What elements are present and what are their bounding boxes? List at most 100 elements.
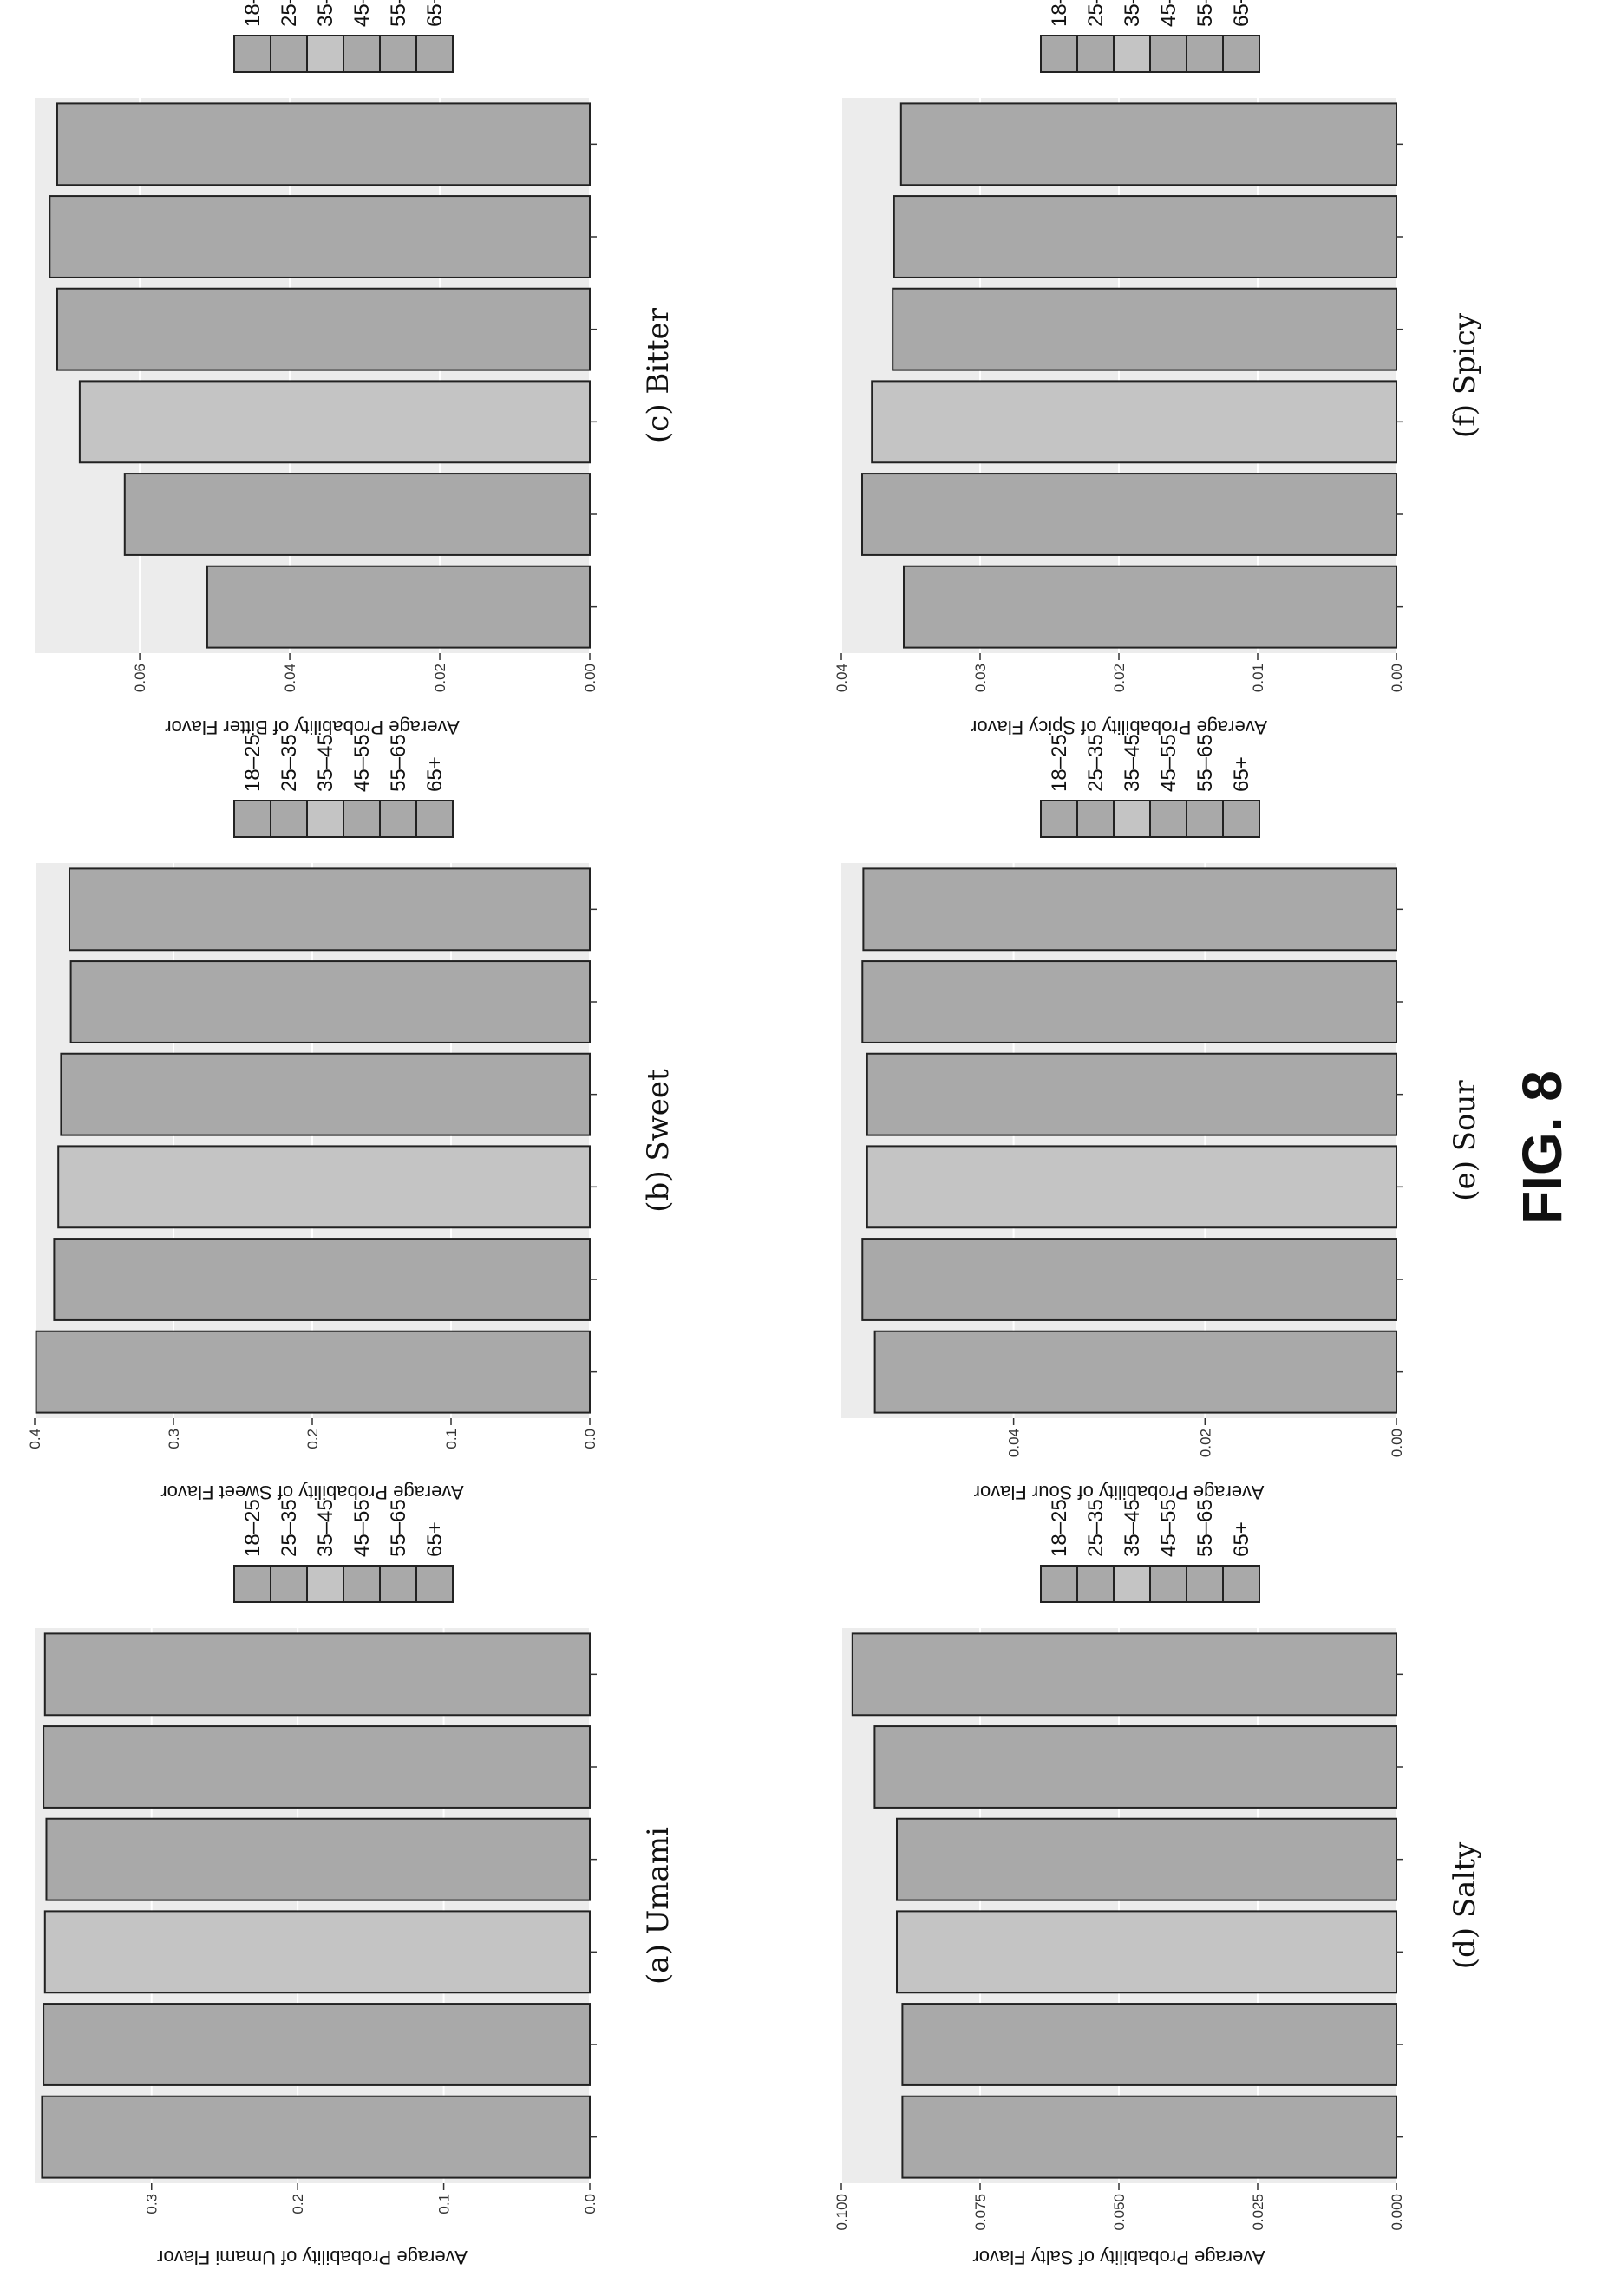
- legend-label: 45–55: [350, 1499, 374, 1557]
- legend-swatch: [415, 1565, 454, 1603]
- y-tick-label: 0.00: [1389, 664, 1405, 692]
- legend-swatch: [1076, 1565, 1115, 1603]
- panel-caption: (a) Umami: [641, 1827, 676, 1985]
- legend-label: 25–35: [1084, 734, 1108, 792]
- legend-swatch: [306, 35, 344, 73]
- legend-swatch: [1076, 800, 1115, 838]
- legend-label: 55–65: [1193, 734, 1217, 792]
- legend-swatch: [1149, 1565, 1187, 1603]
- legend-swatch: [415, 35, 454, 73]
- bar-18–25: [901, 2095, 1397, 2179]
- y-tick-label: 0.0: [582, 2194, 598, 2214]
- legend-label: 35–45: [1121, 0, 1144, 27]
- y-tick-label: 0.00: [582, 664, 598, 692]
- bar-45–55: [60, 1052, 591, 1136]
- panel-caption: (c) Bitter: [641, 307, 676, 443]
- legend-swatch: [306, 800, 344, 838]
- y-tick-label: 0.02: [1197, 1429, 1213, 1457]
- legend-label: 25–35: [278, 734, 301, 792]
- y-tick-label: 0.100: [834, 2194, 850, 2231]
- legend-label: 55–65: [1193, 1499, 1217, 1557]
- bar-25–35: [861, 1238, 1397, 1321]
- legend-label: 45–55: [1157, 1499, 1180, 1557]
- legend-swatch: [1186, 800, 1224, 838]
- y-tick-label: 0.01: [1250, 664, 1266, 692]
- legend-swatch: [1040, 35, 1078, 73]
- bar-18–25: [903, 565, 1397, 649]
- legend-swatch: [270, 1565, 308, 1603]
- bar-35–45: [871, 380, 1397, 464]
- bar-45–55: [896, 1817, 1397, 1901]
- bar-55–65: [893, 195, 1398, 278]
- bar-65+: [56, 102, 592, 186]
- legend-label: 45–55: [1157, 734, 1180, 792]
- y-tick-label: 0.1: [443, 1429, 460, 1449]
- legend-swatch: [379, 800, 417, 838]
- y-tick-label: 0.050: [1111, 2194, 1128, 2231]
- bar-65+: [862, 867, 1397, 952]
- bar-25–35: [901, 2003, 1397, 2086]
- legend-label: 65+: [1230, 756, 1253, 792]
- bar-35–45: [866, 1145, 1397, 1229]
- legend-label: 25–35: [278, 1499, 301, 1557]
- bar-25–35: [43, 2003, 591, 2086]
- y-tick-label: 0.0: [582, 1429, 598, 1449]
- bar-45–55: [56, 287, 592, 371]
- legend-label: 35–45: [1121, 1499, 1144, 1557]
- y-tick-label: 0.2: [290, 2194, 306, 2214]
- legend-label: 35–45: [1121, 734, 1144, 792]
- bar-65+: [899, 102, 1398, 186]
- legend-swatch: [1040, 1565, 1078, 1603]
- bar-18–25: [873, 1330, 1397, 1414]
- legend-swatch: [1040, 800, 1078, 838]
- chart-panel-6: 0.00 0.01 0.02 0.03 0.04 Average Probability …: [834, 0, 1482, 738]
- legend-label: 55–65: [387, 1499, 410, 1557]
- panel-caption: (b) Sweet: [641, 1069, 676, 1213]
- legend-swatch: [270, 800, 308, 838]
- legend-label: 18–25: [241, 734, 265, 792]
- y-tick-label: 0.075: [972, 2194, 989, 2231]
- legend-swatch: [1076, 35, 1115, 73]
- bar-55–65: [861, 960, 1397, 1043]
- legend-swatch: [1113, 800, 1151, 838]
- y-axis-label: Average Probability of Sweet Flavor: [160, 1482, 463, 1503]
- chart-panel-2: 0.0 0.1 0.2 0.3 0.4 Average Probability of Sw…: [27, 734, 676, 1503]
- chart-panel-3: 0.00 0.02 0.04 0.06 Average Probability of B…: [35, 0, 676, 738]
- legend-label: 45–55: [1157, 0, 1180, 27]
- y-axis-label: Average Probability of Bitter Flavor: [165, 716, 460, 738]
- y-tick-label: 0.02: [1111, 664, 1128, 692]
- legend-swatch: [1149, 800, 1187, 838]
- legend-swatch: [1222, 1565, 1260, 1603]
- legend-swatch: [415, 800, 454, 838]
- bar-45–55: [45, 1817, 591, 1901]
- bar-35–45: [78, 380, 591, 464]
- legend-label: 55–65: [1193, 0, 1217, 27]
- legend-swatch: [1222, 800, 1260, 838]
- bar-18–25: [41, 2095, 591, 2179]
- bar-18–25: [206, 565, 591, 649]
- bar-25–35: [53, 1238, 591, 1321]
- y-tick-label: 0.3: [144, 2194, 160, 2214]
- legend-label: 45–55: [350, 734, 374, 792]
- y-tick-label: 0.025: [1250, 2194, 1266, 2231]
- y-axis-label: Average Probability of Spicy Flavor: [971, 716, 1267, 738]
- legend-swatch: [343, 800, 381, 838]
- panel-caption: (d) Salty: [1448, 1841, 1482, 1969]
- legend-swatch: [343, 35, 381, 73]
- chart-panel-4: 0.000 0.025 0.050 0.075 0.100 Average Probabi…: [834, 1499, 1482, 2268]
- y-axis-label: Average Probability of Sour Flavor: [974, 1482, 1265, 1503]
- legend-label: 35–45: [314, 734, 337, 792]
- legend-label: 18–25: [241, 0, 265, 27]
- panel-caption: (e) Sour: [1448, 1080, 1482, 1201]
- y-tick-label: 0.1: [436, 2194, 453, 2214]
- legend-swatch: [233, 35, 271, 73]
- panel-caption: (f) Spicy: [1448, 312, 1482, 438]
- legend-swatch: [1186, 35, 1224, 73]
- bar-45–55: [866, 1052, 1397, 1136]
- legend-swatch: [379, 1565, 417, 1603]
- bar-55–65: [49, 195, 591, 278]
- bar-25–35: [123, 473, 591, 556]
- legend-label: 18–25: [1048, 0, 1071, 27]
- legend-swatch: [1149, 35, 1187, 73]
